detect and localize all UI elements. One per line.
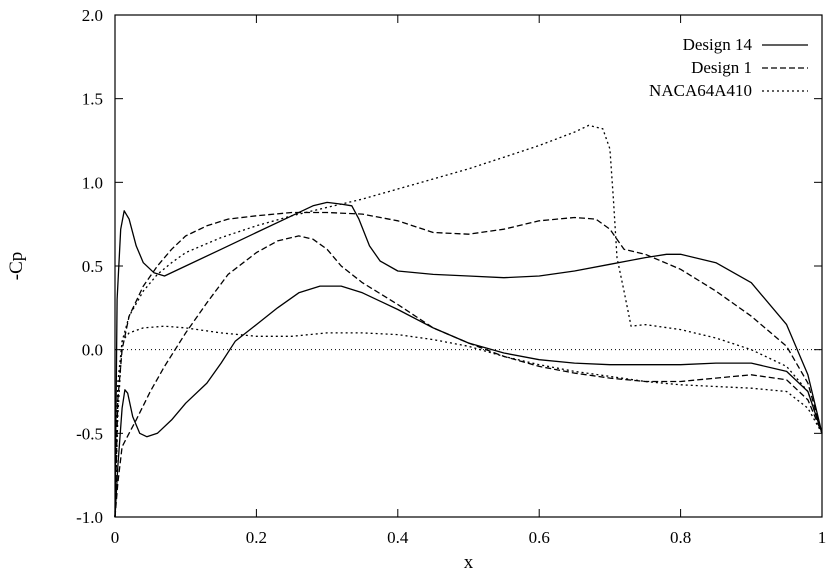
x-tick-label: 0.4 bbox=[387, 528, 409, 547]
y-tick-label: 2.0 bbox=[82, 6, 103, 25]
y-tick-label: -1.0 bbox=[76, 508, 103, 527]
legend-label-naca64a410: NACA64A410 bbox=[649, 81, 752, 100]
y-tick-label: 1.5 bbox=[82, 90, 103, 109]
series-line-naca64a410-lower bbox=[114, 325, 823, 518]
y-tick-label: 1.0 bbox=[82, 173, 103, 192]
y-tick-label: -0.5 bbox=[76, 424, 103, 443]
y-axis-title: -Cp bbox=[6, 252, 27, 281]
legend-label-design-1: Design 1 bbox=[691, 58, 752, 77]
legend-label-design-14: Design 14 bbox=[683, 35, 753, 54]
y-tick-label: 0.0 bbox=[82, 341, 103, 360]
series-line-design-1-upper bbox=[114, 211, 823, 518]
legend: Design 14 Design 1 NACA64A410 bbox=[649, 35, 808, 100]
series-line-design-14-lower bbox=[114, 285, 823, 518]
x-tick-label: 0.6 bbox=[529, 528, 550, 547]
series-line-naca64a410-upper bbox=[114, 124, 823, 518]
x-tick-label: 0 bbox=[111, 528, 120, 547]
series-layer bbox=[114, 124, 823, 518]
series-line-design-14-upper bbox=[114, 201, 823, 518]
series-line-design-1-lower bbox=[114, 235, 823, 518]
y-tick-label: 0.5 bbox=[82, 257, 103, 276]
x-tick-label: 0.8 bbox=[670, 528, 691, 547]
ticks-layer: 0 0.2 0.4 0.6 0.8 1 -1.0 -0.5 0.0 0.5 1.0 1.5 2.0 bbox=[76, 6, 826, 547]
x-tick-label: 0.2 bbox=[246, 528, 267, 547]
x-tick-label: 1 bbox=[818, 528, 826, 547]
x-axis-title: x bbox=[464, 552, 474, 571]
